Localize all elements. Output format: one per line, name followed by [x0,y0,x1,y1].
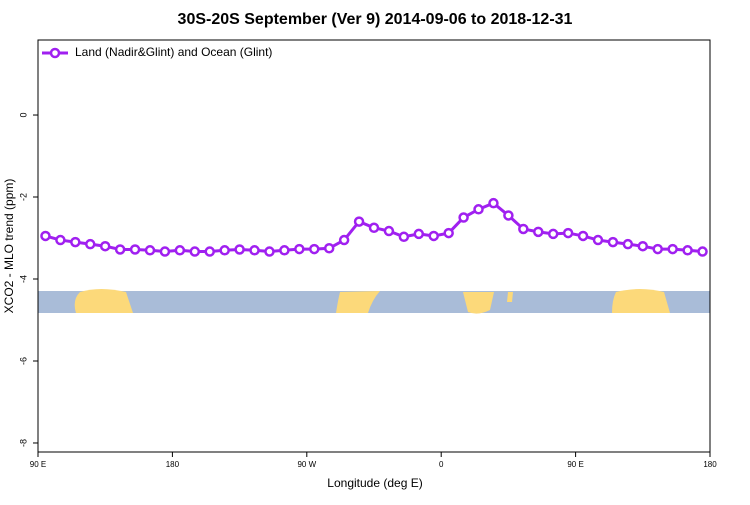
land [463,292,494,314]
point [144,245,156,256]
point [562,227,574,239]
point [309,243,320,255]
y-tick-label: 0 [18,113,28,118]
x-axis-label: Longitude (deg E) [327,476,422,490]
point [99,240,111,252]
point [204,246,215,257]
point [667,243,678,255]
point [323,243,335,254]
point [189,246,201,257]
point [473,204,484,215]
x-tick-label: 0 [439,460,444,469]
legend-marker [49,47,61,59]
point [159,246,171,257]
point [547,228,559,240]
land [507,292,513,302]
point [55,234,66,246]
y-tick-label: -4 [18,275,28,283]
point [652,243,663,255]
legend-label: Land (Nadir&Glint) and Ocean (Glint) [75,45,272,59]
point [338,234,350,246]
point [518,223,529,235]
x-tick-label: 180 [703,460,717,469]
y-tick-label: -6 [18,357,28,365]
point [383,225,395,237]
y-tick-label: -2 [18,193,28,201]
point [353,216,365,227]
land [74,289,133,313]
point [428,230,439,242]
point [607,236,619,248]
land [336,291,380,313]
point [234,244,245,255]
x-tick-label: 90 E [567,460,583,469]
x-tick-label: 180 [166,460,180,469]
point [398,231,410,243]
point [279,245,290,256]
point [503,210,514,221]
ocean [38,291,710,313]
point [682,245,693,256]
point [622,238,634,250]
point [488,197,499,209]
point [174,245,186,256]
point [40,230,51,242]
plot-frame [37,39,711,453]
point [413,228,425,240]
point [577,230,589,242]
point [264,246,275,257]
point [533,226,544,238]
x-tick-label: 90 E [30,460,46,469]
map-band [38,289,710,314]
point [85,238,96,250]
point [592,234,604,246]
y-tick-label: -8 [18,439,28,447]
x-tick-label: 90 W [297,460,316,469]
point [458,212,469,223]
chart-title: 30S-20S September (Ver 9) 2014-09-06 to … [178,11,573,28]
y-axis-label: XCO2 - MLO trend (ppm) [2,179,16,314]
point [129,244,141,255]
point [114,244,126,255]
point [70,236,81,248]
point [637,240,649,252]
point [368,222,380,234]
point [219,245,230,256]
point [249,245,260,256]
point [294,243,305,255]
point [697,246,708,257]
land [612,289,670,313]
point [443,227,454,239]
